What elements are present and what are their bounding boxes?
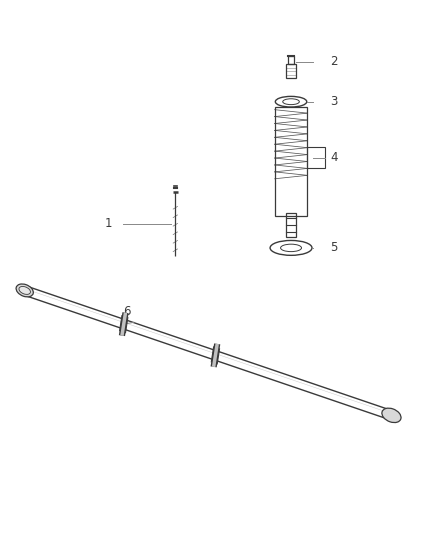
Text: 3: 3 xyxy=(330,95,338,108)
Bar xyxy=(286,213,296,237)
Text: 2: 2 xyxy=(330,55,338,68)
Ellipse shape xyxy=(19,286,30,294)
Text: 4: 4 xyxy=(330,151,338,164)
Bar xyxy=(307,147,325,168)
Ellipse shape xyxy=(16,284,33,297)
Bar xyxy=(275,107,307,216)
Text: 5: 5 xyxy=(330,241,338,254)
Ellipse shape xyxy=(382,408,401,423)
Text: 1: 1 xyxy=(105,217,112,230)
Bar xyxy=(288,56,294,64)
Bar xyxy=(286,64,296,78)
Text: 6: 6 xyxy=(124,305,131,318)
